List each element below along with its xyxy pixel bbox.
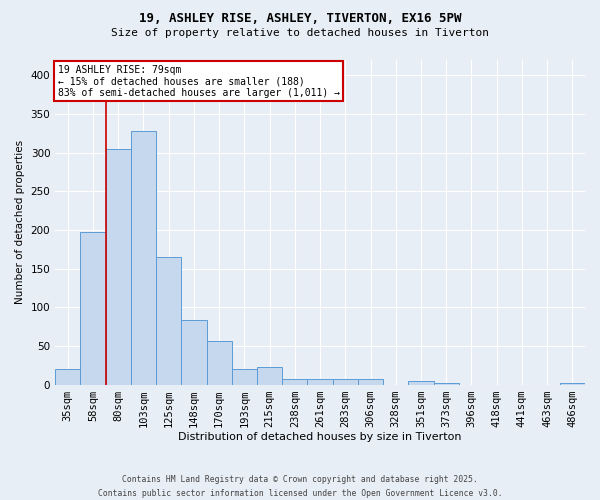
Text: 19, ASHLEY RISE, ASHLEY, TIVERTON, EX16 5PW: 19, ASHLEY RISE, ASHLEY, TIVERTON, EX16 … <box>139 12 461 26</box>
Y-axis label: Number of detached properties: Number of detached properties <box>15 140 25 304</box>
Bar <box>282 379 307 384</box>
Bar <box>55 369 80 384</box>
Bar <box>131 131 156 384</box>
Bar <box>307 379 332 384</box>
Bar <box>232 369 257 384</box>
Bar <box>181 320 206 384</box>
Bar <box>332 379 358 384</box>
Bar <box>409 382 434 384</box>
Bar <box>257 367 282 384</box>
Text: Contains HM Land Registry data © Crown copyright and database right 2025.
Contai: Contains HM Land Registry data © Crown c… <box>98 476 502 498</box>
Text: 19 ASHLEY RISE: 79sqm
← 15% of detached houses are smaller (188)
83% of semi-det: 19 ASHLEY RISE: 79sqm ← 15% of detached … <box>58 65 340 98</box>
Bar <box>206 340 232 384</box>
Bar <box>434 383 459 384</box>
Bar <box>156 257 181 384</box>
Text: Size of property relative to detached houses in Tiverton: Size of property relative to detached ho… <box>111 28 489 38</box>
Bar <box>560 383 585 384</box>
Bar <box>80 232 106 384</box>
Bar <box>358 379 383 384</box>
Bar <box>106 149 131 384</box>
X-axis label: Distribution of detached houses by size in Tiverton: Distribution of detached houses by size … <box>178 432 462 442</box>
